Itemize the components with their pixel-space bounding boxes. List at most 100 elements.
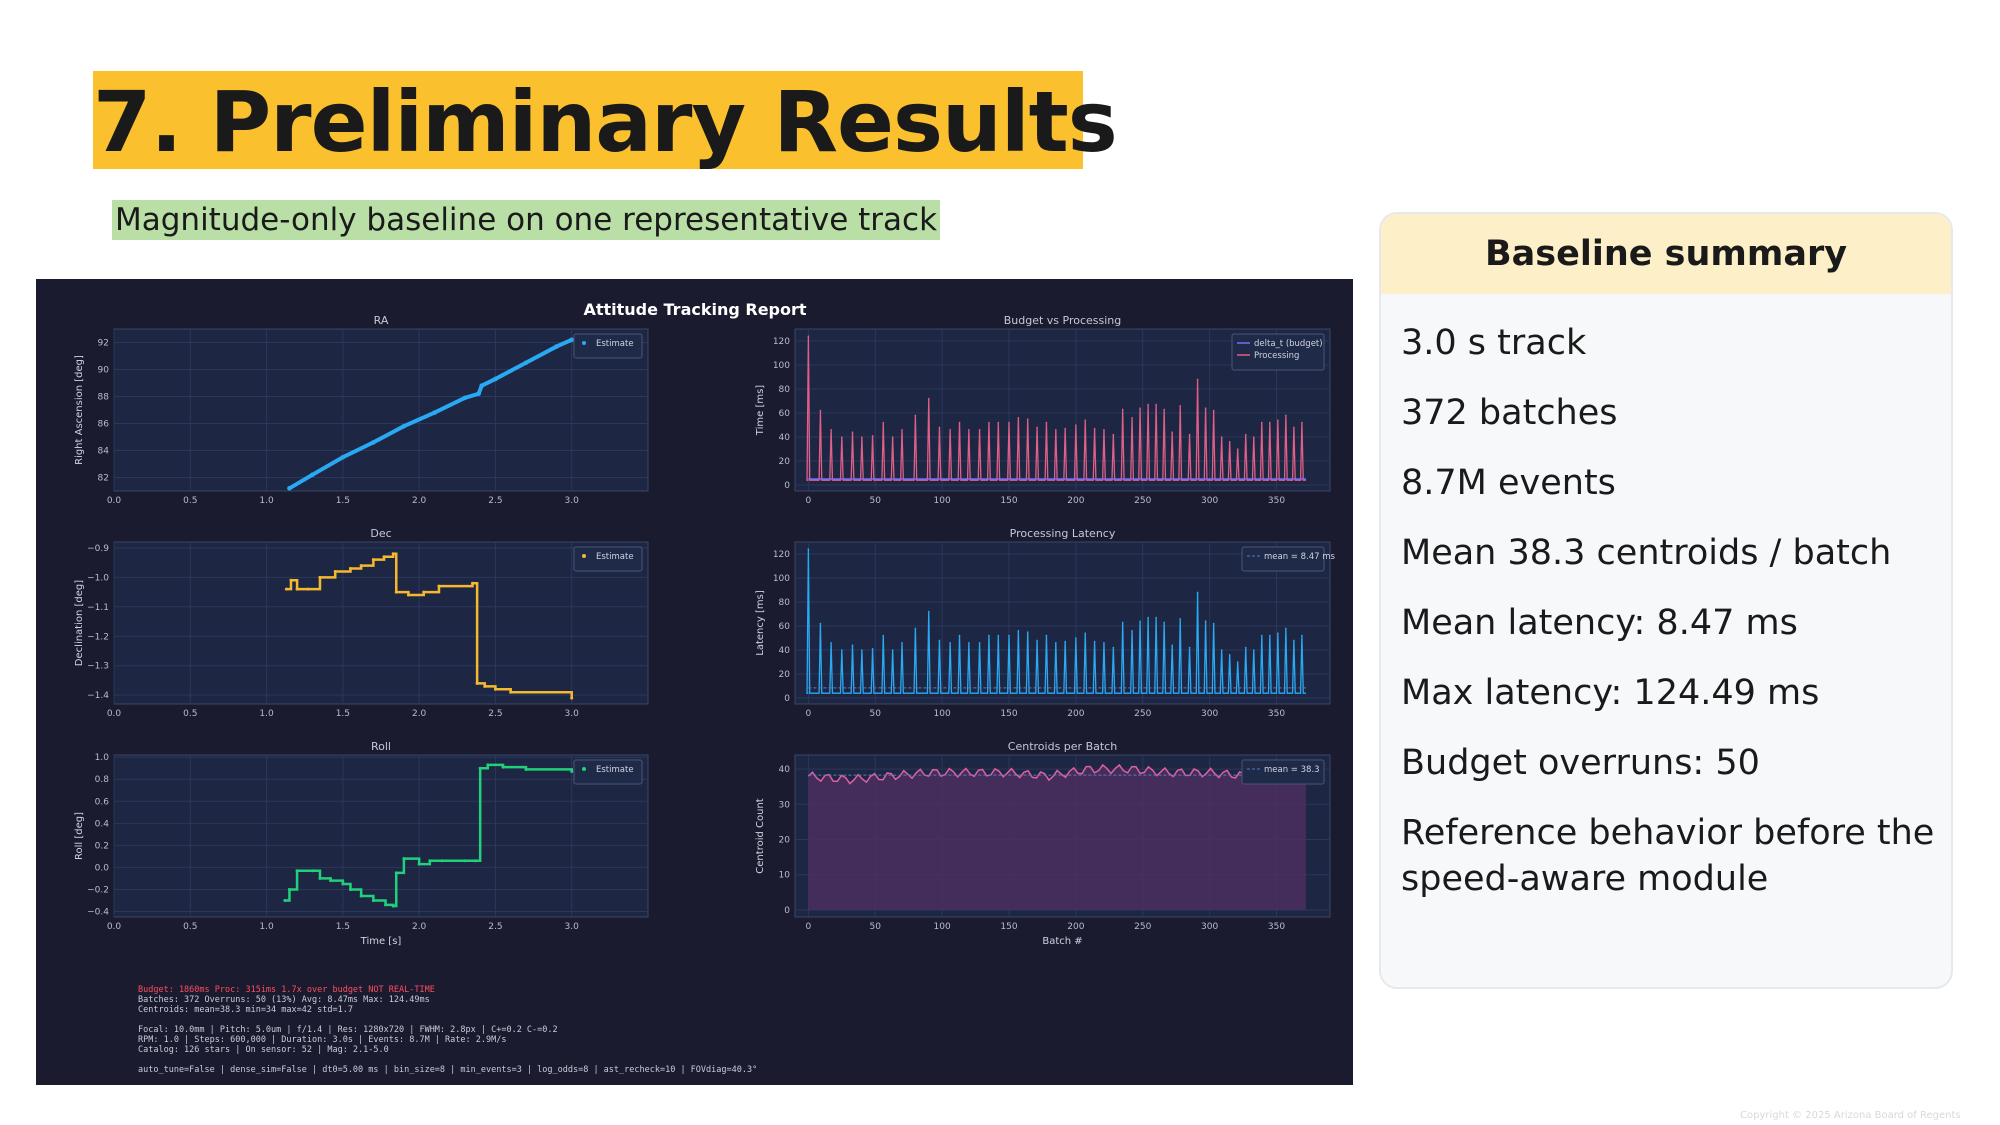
peak-point: [1017, 417, 1020, 419]
legend-box: [573, 333, 643, 359]
legend-label: mean = 38.3: [1264, 765, 1320, 775]
x-tick-label: 0.0: [107, 709, 122, 719]
y-tick-label: 0.6: [95, 797, 110, 807]
data-point: [295, 587, 299, 591]
peak-point: [1301, 421, 1303, 424]
data-point: [306, 587, 310, 591]
plot-title: Budget vs Processing: [1004, 314, 1122, 327]
peak-point: [1252, 649, 1255, 651]
x-tick-label: 50: [870, 496, 882, 506]
legend: mean = 38.3: [1241, 759, 1325, 785]
peak-point: [958, 634, 961, 637]
plot-title: Processing Latency: [1010, 527, 1116, 540]
peak-point: [819, 409, 822, 412]
y-tick-label: −1.1: [87, 603, 109, 613]
y-tick-label: 40: [779, 646, 791, 656]
x-tick-label: 2.5: [488, 496, 502, 506]
peak-point: [978, 429, 981, 431]
peak-point: [1196, 591, 1199, 594]
peak-point: [1277, 419, 1279, 421]
x-tick-label: 1.5: [336, 496, 350, 506]
peak-point: [1131, 630, 1133, 632]
y-tick-label: 0: [784, 906, 790, 916]
data-point: [382, 555, 386, 559]
summary-item-reference: Reference behavior before the speed-awar…: [1401, 813, 1935, 899]
peak-point: [1103, 642, 1105, 644]
peak-point: [882, 634, 885, 637]
peak-point: [1301, 634, 1303, 637]
peak-point: [1121, 621, 1124, 624]
peak-point: [861, 649, 863, 651]
x-tick-label: 1.0: [259, 496, 274, 506]
x-tick-label: 50: [870, 922, 882, 932]
data-point: [371, 558, 375, 562]
data-point: [394, 590, 398, 594]
data-point: [440, 859, 444, 863]
data-point: [295, 869, 299, 873]
peak-point: [1188, 433, 1191, 436]
peak-point: [1244, 433, 1247, 436]
plot-area: [113, 541, 649, 705]
peak-point: [1008, 634, 1010, 637]
peak-point: [1163, 621, 1165, 624]
peak-point: [958, 421, 961, 424]
peak-point: [851, 644, 854, 646]
legend-box: [1241, 546, 1325, 572]
legend-marker: [582, 767, 586, 771]
peak-point: [938, 639, 941, 642]
y-tick-label: −0.4: [87, 907, 109, 917]
legend: Estimate: [573, 546, 643, 572]
peak-point: [1147, 616, 1149, 619]
series-line: [806, 336, 1306, 481]
peak-point: [1228, 441, 1231, 443]
peak-point: [830, 429, 832, 431]
data-point: [570, 696, 574, 700]
summary-item-max-latency: Max latency: 124.49 ms: [1401, 673, 1820, 713]
data-point: [329, 879, 333, 883]
data-point: [554, 344, 559, 349]
data-point: [475, 681, 479, 685]
x-tick-label: 50: [870, 709, 882, 719]
x-tick-label: 1.5: [336, 922, 350, 932]
y-tick-label: 60: [779, 622, 791, 632]
peak-point: [1188, 646, 1191, 649]
y-axis-label: Time [ms]: [755, 385, 766, 437]
x-tick-label: 150: [1000, 709, 1017, 719]
data-point: [406, 593, 410, 597]
peak-point: [1269, 634, 1271, 637]
peak-point: [988, 421, 990, 424]
peak-point: [1155, 616, 1157, 619]
y-axis-label: Right Ascension [deg]: [74, 355, 85, 465]
x-tick-label: 250: [1134, 709, 1151, 719]
peak-point: [1026, 418, 1029, 420]
y-axis-label: Declination [deg]: [74, 580, 85, 666]
y-tick-label: 1.0: [95, 753, 110, 763]
y-tick-label: −0.2: [87, 885, 109, 895]
y-tick-label: 0.4: [95, 819, 110, 829]
plot-1: 0 50 100 150 200 250 300 350 0 20 40 60 80 100 120 Budg…: [755, 314, 1331, 506]
legend-marker: [582, 341, 586, 345]
y-tick-label: −1.0: [87, 573, 109, 583]
peak-point: [1196, 378, 1199, 381]
x-tick-label: 200: [1067, 709, 1084, 719]
y-tick-label: 84: [98, 447, 110, 457]
y-tick-label: 60: [779, 409, 791, 419]
legend-box: [1241, 759, 1325, 785]
y-tick-label: 82: [98, 474, 109, 484]
data-point: [428, 859, 432, 863]
data-point: [341, 882, 345, 886]
plot-2: 0.0 0.5 1.0 1.5 2.0 2.5 3.0 −0.9 −1.0 −1.1 −1.2 −1.…: [74, 527, 649, 719]
peak-point: [1112, 646, 1115, 649]
peak-point: [1121, 408, 1124, 411]
summary-item-track: 3.0 s track: [1401, 323, 1587, 363]
data-point: [509, 690, 513, 694]
peak-point: [997, 634, 1000, 637]
plot-title: Roll: [371, 740, 391, 753]
data-point: [287, 887, 291, 891]
data-point: [402, 857, 406, 861]
data-point: [359, 894, 363, 898]
data-point: [333, 569, 337, 573]
peak-point: [1228, 654, 1231, 656]
data-point: [348, 567, 352, 571]
peak-point: [1212, 622, 1215, 625]
